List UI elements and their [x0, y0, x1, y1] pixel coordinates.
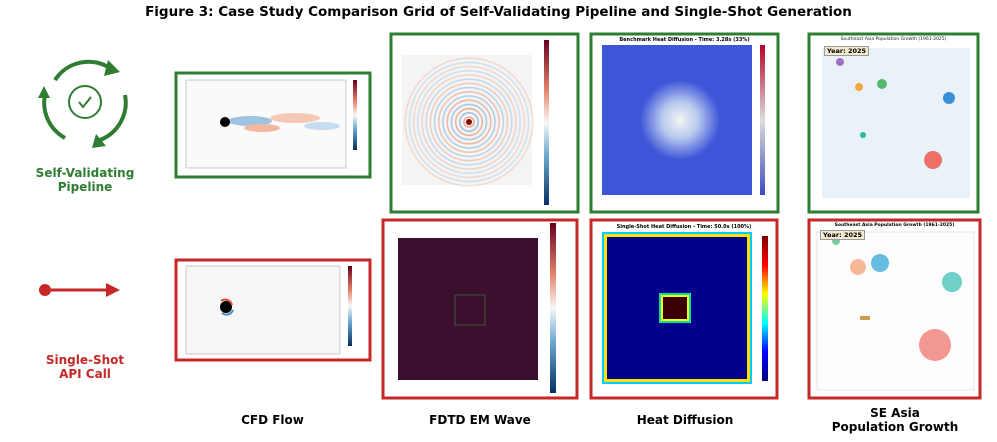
heat-bottom-panel	[589, 218, 779, 400]
figure-title: Figure 3: Case Study Comparison Grid of …	[145, 4, 852, 20]
heat-top-panel	[589, 32, 780, 214]
row-label: Self-Validating Pipeline	[35, 166, 135, 194]
fdtd-bottom-panel	[381, 218, 579, 400]
wave-ring	[454, 107, 484, 137]
panel-title: Single-Shot Heat Diffusion - Time: 50.0s…	[616, 224, 752, 230]
wave-ring	[429, 82, 509, 162]
panel-title: Southeast Asia Population Growth (1961-2…	[840, 37, 947, 42]
panel-title: Benchmark Heat Diffusion - Time: 3.28s (…	[619, 37, 750, 43]
column-label: FDTD EM Wave	[429, 413, 531, 427]
column-label: Heat Diffusion	[636, 413, 734, 427]
wave-ring	[421, 74, 517, 170]
wave-ring	[404, 57, 534, 187]
single-arrow	[39, 283, 120, 297]
wave-ring	[433, 86, 505, 158]
panel-title: Southeast Asia Population Growth (1961-2…	[834, 223, 955, 228]
cycle-arrowheads	[38, 60, 120, 148]
wave-ring	[437, 91, 500, 154]
wave-ring	[408, 61, 530, 183]
year-badge: Year: 2025	[820, 230, 866, 240]
wave-ring	[463, 116, 475, 128]
wave-ring	[425, 78, 513, 166]
column-label: CFD Flow	[241, 413, 304, 427]
wave-ring	[416, 70, 521, 175]
cycle-icon	[42, 59, 128, 142]
fdtd-top-panel	[389, 32, 580, 214]
cfd-top-panel	[174, 71, 372, 179]
pop-bottom-panel	[807, 218, 982, 400]
column-label: SE Asia Population Growth	[831, 406, 959, 434]
year-badge: Year: 2025	[824, 46, 870, 56]
cfd-bottom-panel	[174, 258, 372, 362]
wave-ring	[412, 65, 526, 179]
wave-ring	[442, 95, 496, 149]
wave-ring	[458, 112, 479, 133]
wave-ring	[446, 99, 492, 145]
row-label: Single-Shot API Call	[45, 353, 125, 381]
wave-ring	[450, 103, 488, 141]
pop-top-panel	[807, 32, 980, 214]
